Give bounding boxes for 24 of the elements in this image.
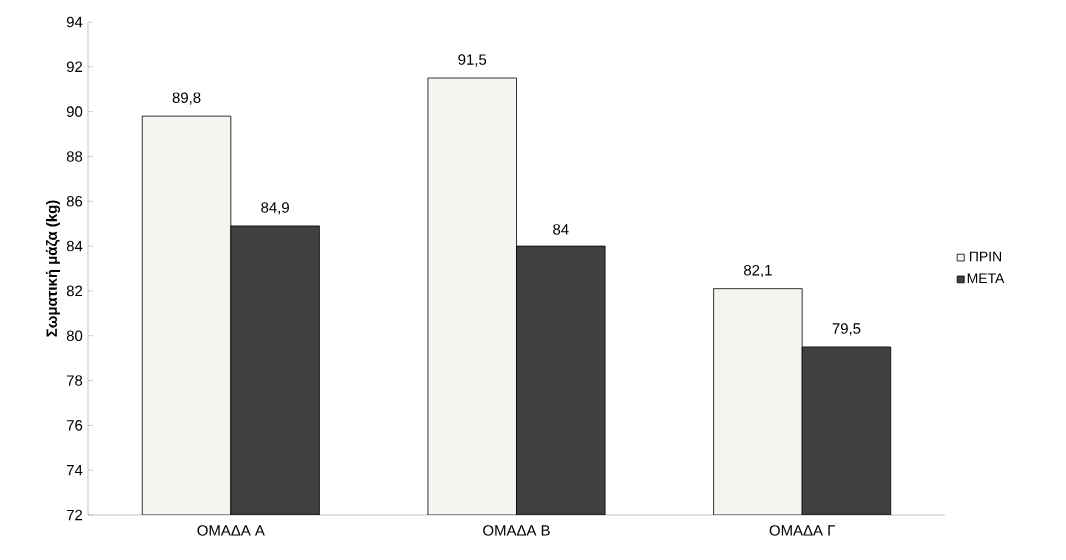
y-tick-label: 76 — [66, 420, 83, 431]
legend-label: ΜΕΤΑ — [967, 273, 1005, 284]
x-tick-label: ΟΜΑΔΑ Β — [483, 525, 550, 536]
data-label: 82,1 — [744, 264, 772, 278]
y-tick-label: 74 — [66, 465, 83, 476]
data-label: 89,8 — [172, 92, 201, 105]
y-tick-label: 84 — [66, 240, 83, 252]
y-tick-label: 90 — [66, 106, 83, 117]
x-tick-label: ΟΜΑΔΑ Γ — [769, 525, 835, 536]
y-tick-label: 94 — [66, 16, 83, 28]
y-tick-label: 78 — [66, 375, 83, 386]
y-axis-title: Σωματική μάζα (kg) — [45, 200, 61, 337]
y-tick-label: 86 — [66, 195, 83, 207]
y-tick-label: 92 — [66, 61, 83, 73]
text: ΠΡΙΝ — [969, 251, 1002, 262]
data-label: 84,9 — [261, 202, 289, 215]
y-tick-label: 72 — [66, 509, 83, 521]
data-label: 84 — [553, 224, 569, 235]
x-tick-label: ΟΜΑΔΑ Α — [197, 525, 265, 536]
data-label: 91,5 — [458, 54, 487, 67]
y-tick-label: 80 — [66, 330, 83, 342]
y-tick-label: 88 — [66, 151, 83, 162]
data-label: 79,5 — [832, 323, 861, 336]
y-tick-label: 82 — [66, 285, 83, 297]
